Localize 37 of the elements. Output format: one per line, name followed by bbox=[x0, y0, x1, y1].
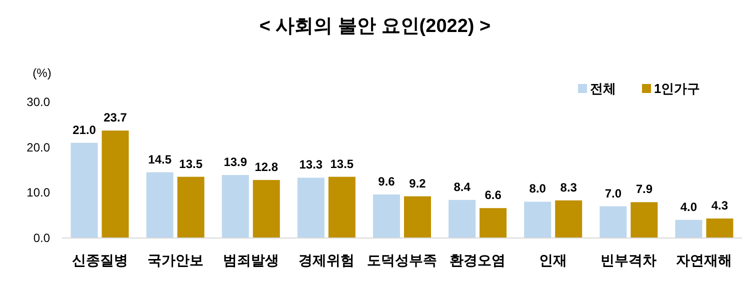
ylabel: (%) bbox=[32, 66, 52, 80]
value-label: 13.9 bbox=[224, 154, 248, 169]
value-label: 4.0 bbox=[680, 200, 698, 214]
xtick: 환경오염 bbox=[450, 252, 506, 268]
xtick: 빈부격차 bbox=[600, 252, 657, 268]
xtick: 신종질병 bbox=[72, 252, 128, 268]
legend-item: 전체 bbox=[578, 81, 616, 96]
xtick: 도덕성부족 bbox=[367, 252, 437, 268]
value-label: 23.7 bbox=[104, 110, 127, 125]
title: < 사회의 불안 요인(2022) > bbox=[259, 16, 491, 37]
xtick: 국가안보 bbox=[147, 252, 204, 268]
ytick: 30.0 bbox=[26, 95, 50, 109]
value-label: 14.5 bbox=[148, 152, 172, 166]
value-label: 4.3 bbox=[711, 198, 728, 212]
value-label: 13.5 bbox=[330, 156, 354, 171]
xtick: 범죄발생 bbox=[222, 252, 279, 268]
legend-label: 1인가구 bbox=[654, 81, 700, 96]
xtick: 자연재해 bbox=[676, 252, 732, 268]
value-label: 7.0 bbox=[604, 186, 622, 200]
value-label: 12.8 bbox=[254, 160, 278, 174]
ytick: 10.0 bbox=[26, 186, 50, 200]
value-label: 13.3 bbox=[299, 158, 323, 172]
value-label: 21.0 bbox=[72, 122, 96, 137]
value-label: 8.0 bbox=[529, 182, 546, 196]
legend-label: 전체 bbox=[590, 81, 616, 96]
xtick: 인재 bbox=[539, 252, 568, 268]
ytick: 0.0 bbox=[33, 231, 50, 245]
xtick: 경제위험 bbox=[298, 252, 354, 268]
value-label: 9.2 bbox=[409, 176, 426, 190]
value-label: 7.9 bbox=[636, 182, 652, 196]
value-label: 9.6 bbox=[378, 174, 395, 188]
value-label: 8.4 bbox=[454, 180, 470, 194]
value-label: 6.6 bbox=[484, 188, 502, 202]
value-label: 8.3 bbox=[560, 180, 577, 194]
value-label: 13.5 bbox=[179, 156, 203, 171]
ytick: 20.0 bbox=[26, 140, 50, 154]
legend-item: 1인가구 bbox=[642, 81, 700, 96]
